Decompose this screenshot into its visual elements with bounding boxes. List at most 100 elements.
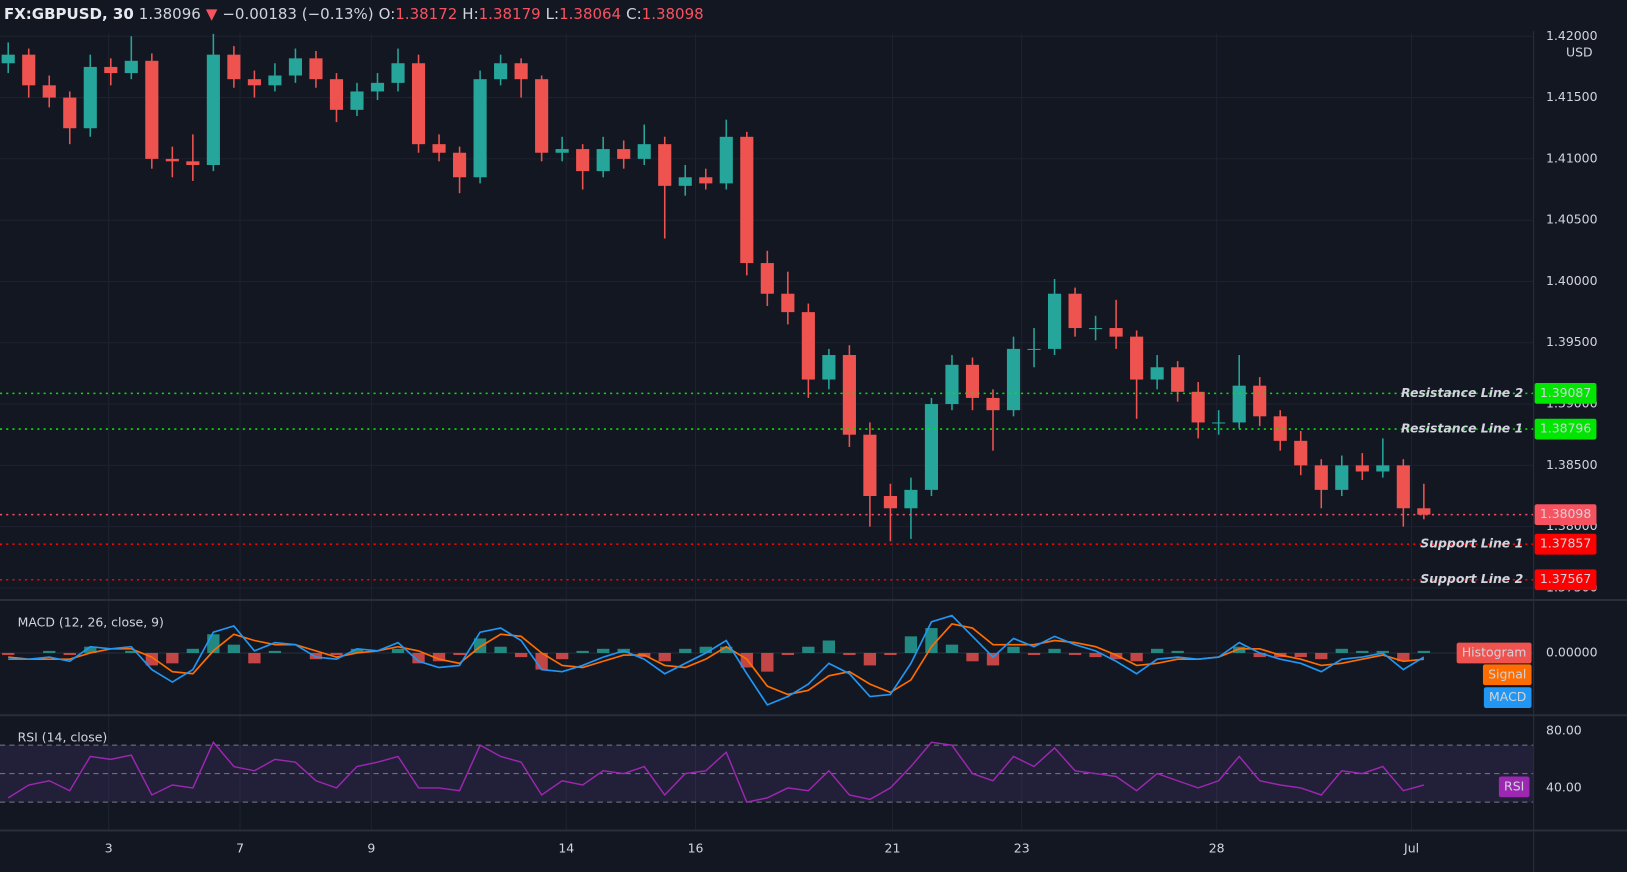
last-price: 1.38096 bbox=[138, 5, 201, 23]
price-line-value-box bbox=[1534, 418, 1597, 440]
histogram-bar bbox=[863, 652, 877, 666]
histogram-bar bbox=[1335, 648, 1348, 653]
candle-body bbox=[514, 63, 528, 80]
histogram-bar bbox=[925, 628, 938, 653]
high-value: 1.38179 bbox=[478, 5, 541, 23]
open-label: O: bbox=[378, 5, 396, 23]
candle-body bbox=[596, 149, 610, 172]
candle-body bbox=[781, 293, 795, 313]
histogram-bar bbox=[802, 646, 815, 653]
candle-body bbox=[165, 158, 179, 162]
candle-body bbox=[1047, 293, 1062, 349]
histogram-bar bbox=[1089, 652, 1102, 658]
candle-body bbox=[842, 355, 856, 435]
histogram-bar bbox=[330, 652, 343, 656]
change: −0.00183 (−0.13%) bbox=[222, 5, 374, 23]
candle-body bbox=[1294, 440, 1308, 466]
histogram-bar bbox=[391, 648, 405, 653]
candle-body bbox=[350, 91, 364, 110]
legend-entry-box bbox=[1483, 687, 1532, 708]
currency-label: USD bbox=[1566, 44, 1593, 59]
y-tick-label: 0.00000 bbox=[1546, 644, 1598, 659]
candle-body bbox=[227, 54, 241, 80]
legend-entry: Signal bbox=[1488, 666, 1526, 681]
candle-body bbox=[206, 54, 220, 166]
candle-body bbox=[965, 364, 980, 398]
histogram-bar bbox=[781, 652, 794, 656]
y-tick-label: 1.41000 bbox=[1546, 150, 1598, 165]
histogram-bar bbox=[350, 648, 364, 653]
y-tick-label: 1.39500 bbox=[1546, 334, 1598, 349]
histogram-bar bbox=[1294, 652, 1307, 658]
legend-entry: RSI bbox=[1504, 778, 1524, 793]
candle-body bbox=[719, 136, 733, 184]
candle-body bbox=[411, 63, 426, 145]
histogram-bar bbox=[2, 652, 15, 656]
histogram-bar bbox=[309, 652, 323, 660]
y-tick-label: 40.00 bbox=[1546, 779, 1582, 794]
candle-body bbox=[124, 60, 138, 74]
candle-body bbox=[678, 177, 692, 186]
candle-body bbox=[576, 149, 590, 172]
histogram-bar bbox=[43, 650, 56, 653]
histogram-bar bbox=[576, 650, 589, 653]
legend-entry: MACD bbox=[1489, 689, 1526, 704]
histogram-bar bbox=[1171, 650, 1184, 653]
price-line-value-box bbox=[1534, 504, 1597, 526]
candle-body bbox=[986, 397, 1000, 411]
price-line-value-box bbox=[1534, 383, 1597, 404]
histogram-bar bbox=[432, 652, 446, 662]
x-tick-label: 21 bbox=[885, 841, 901, 856]
candle-body bbox=[494, 63, 508, 80]
candle-body bbox=[1027, 348, 1041, 350]
x-tick-label: 3 bbox=[105, 841, 113, 856]
histogram-bar bbox=[1315, 652, 1328, 660]
candle-body bbox=[1376, 465, 1390, 472]
histogram-bar bbox=[125, 650, 138, 653]
histogram-bar bbox=[679, 648, 692, 653]
candle-body bbox=[370, 82, 385, 92]
x-tick-label: Jul bbox=[1403, 841, 1419, 856]
candle-body bbox=[555, 149, 569, 153]
histogram-bar bbox=[986, 652, 1000, 666]
price-line-label: Resistance Line 2 bbox=[1401, 385, 1523, 400]
price-line-value: 1.38098 bbox=[1540, 506, 1592, 521]
high-label: H: bbox=[462, 5, 479, 23]
close-value: 1.38098 bbox=[641, 5, 704, 23]
histogram-bar bbox=[63, 652, 76, 656]
price-line-value-box bbox=[1534, 569, 1597, 591]
symbol: FX:GBPUSD, 30 bbox=[4, 5, 134, 23]
histogram-bar bbox=[1027, 652, 1041, 656]
candle-body bbox=[1355, 465, 1369, 472]
histogram-bar bbox=[453, 652, 466, 656]
change-arrow: ▼ bbox=[205, 5, 218, 23]
candle-body bbox=[1417, 508, 1431, 515]
histogram-bar bbox=[84, 646, 97, 653]
candle-body bbox=[1089, 328, 1103, 330]
price-line-label: Support Line 1 bbox=[1420, 536, 1523, 551]
candle-body bbox=[699, 177, 713, 184]
candle-body bbox=[924, 404, 939, 490]
candle-body bbox=[104, 66, 118, 74]
legend-entry-box bbox=[1482, 664, 1532, 686]
candle-body bbox=[1, 54, 15, 64]
candle-body bbox=[658, 144, 672, 186]
candle-body bbox=[309, 58, 323, 80]
candle-body bbox=[637, 144, 651, 159]
y-tick-label: 1.41500 bbox=[1546, 89, 1598, 104]
candle-body bbox=[1171, 367, 1185, 392]
candle-body bbox=[1212, 422, 1226, 424]
histogram-bar bbox=[166, 652, 179, 664]
legend-entry-box bbox=[1456, 642, 1532, 664]
y-tick-label: 80.00 bbox=[1546, 722, 1582, 737]
candle-body bbox=[22, 54, 36, 86]
candle-body bbox=[391, 63, 405, 83]
macd-line bbox=[8, 614, 1425, 706]
histogram-bar bbox=[822, 640, 836, 653]
candle-body bbox=[1396, 465, 1410, 509]
histogram-bar bbox=[1007, 646, 1020, 653]
histogram-bar bbox=[1233, 646, 1246, 653]
price-line-value: 1.37857 bbox=[1540, 536, 1591, 551]
candle-body bbox=[1150, 367, 1164, 380]
candle-body bbox=[863, 434, 877, 497]
